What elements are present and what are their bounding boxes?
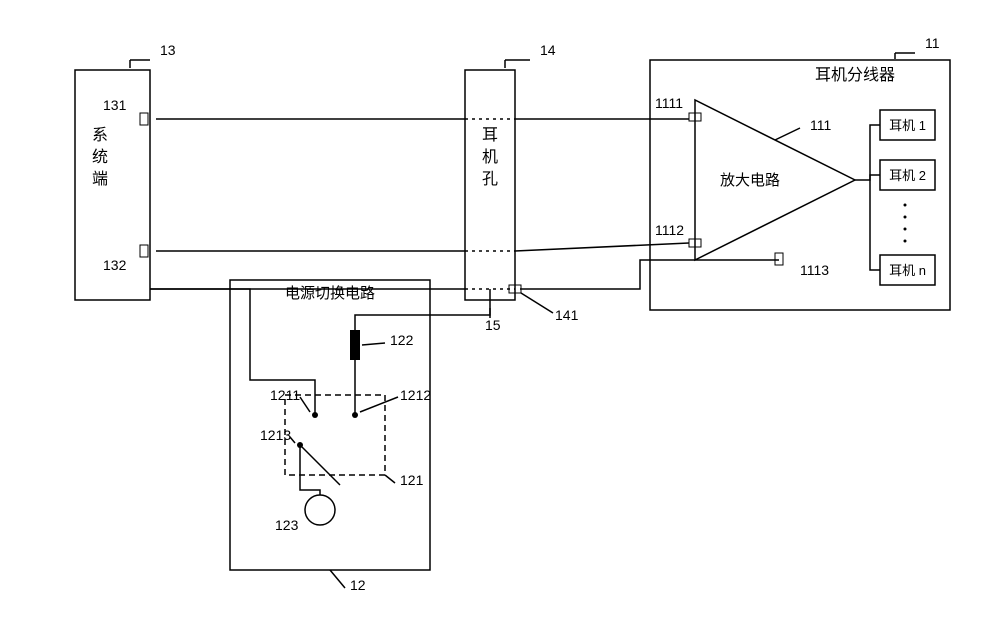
port-131 (140, 113, 148, 125)
svg-text:12: 12 (350, 577, 366, 593)
svg-text:孔: 孔 (482, 170, 498, 188)
svg-text:机: 机 (482, 148, 498, 166)
svg-text:1113: 1113 (800, 262, 829, 278)
svg-text:131: 131 (103, 97, 127, 113)
svg-text:统: 统 (92, 148, 108, 166)
svg-text:132: 132 (103, 257, 127, 273)
svg-text:放大电路: 放大电路 (720, 172, 780, 189)
svg-text:1112: 1112 (655, 222, 684, 238)
svg-text:1111: 1111 (655, 95, 683, 111)
svg-text:电源切换电路: 电源切换电路 (285, 285, 375, 302)
power-block (230, 280, 430, 570)
svg-text:123: 123 (275, 517, 299, 533)
svg-text:耳机 2: 耳机 2 (889, 168, 926, 183)
svg-text:11: 11 (925, 35, 940, 51)
svg-text:122: 122 (390, 332, 414, 348)
svg-text:121: 121 (400, 472, 424, 488)
svg-text:1213: 1213 (260, 427, 291, 443)
port-132 (140, 245, 148, 257)
svg-text:141: 141 (555, 307, 579, 323)
svg-text:系: 系 (92, 126, 108, 144)
svg-text:耳机 n: 耳机 n (889, 263, 926, 278)
svg-text:耳: 耳 (482, 127, 498, 144)
svg-text:1212: 1212 (400, 387, 431, 403)
svg-text:15: 15 (485, 317, 501, 333)
svg-text:111: 111 (810, 117, 831, 133)
svg-text:端: 端 (92, 170, 108, 188)
svg-text:13: 13 (160, 42, 176, 58)
svg-text:耳机分线器: 耳机分线器 (815, 66, 895, 84)
svg-text:耳机 1: 耳机 1 (889, 118, 926, 133)
svg-text:14: 14 (540, 42, 556, 58)
svg-text:1211: 1211 (270, 387, 300, 403)
